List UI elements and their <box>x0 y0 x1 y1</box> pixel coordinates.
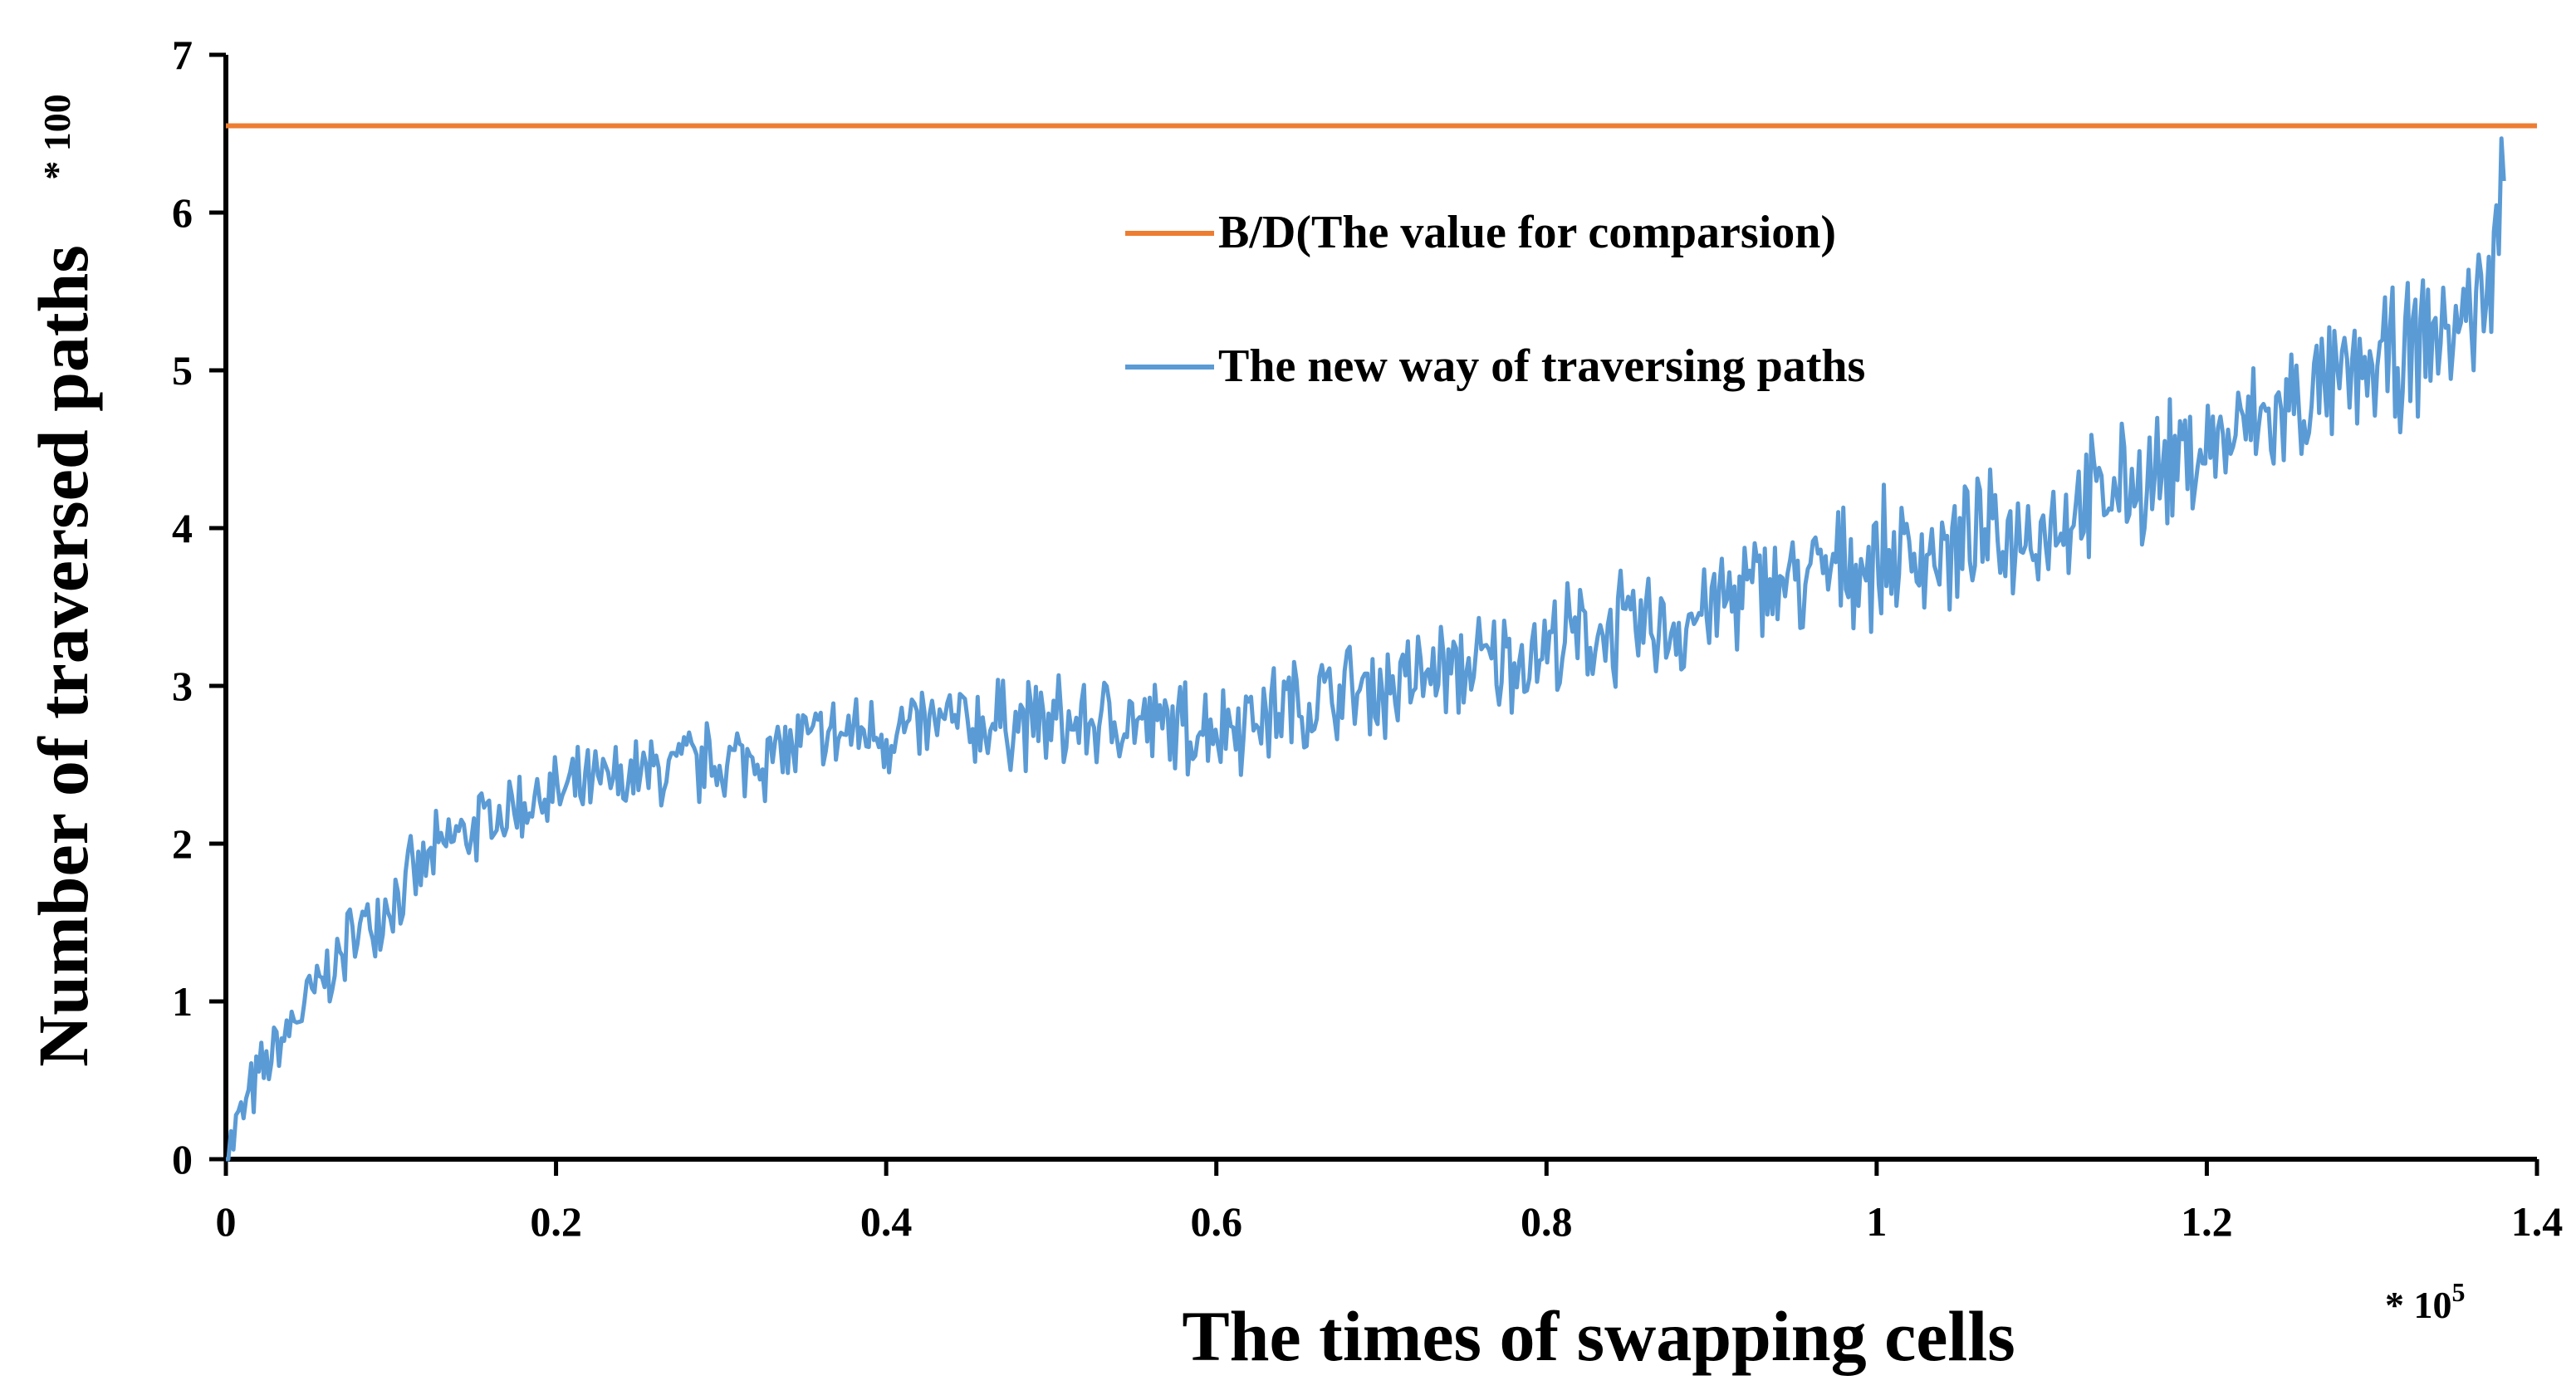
y-tick-label: 5 <box>172 347 193 394</box>
legend-label-bd: B/D(The value for comparsion) <box>1218 207 1836 258</box>
y-multiplier: * 100 <box>36 94 78 180</box>
x-tick-label: 1.2 <box>2181 1198 2233 1245</box>
x-tick-label: 1.4 <box>2511 1198 2564 1245</box>
y-tick-label: 3 <box>172 663 193 709</box>
series-layer <box>226 123 2537 1162</box>
x-tick-label: 0 <box>216 1198 237 1245</box>
y-ticks: 0 1 2 3 4 5 6 7 <box>172 32 226 1182</box>
legend-label-new-way: The new way of traversing paths <box>1218 340 1865 392</box>
y-tick-label: 1 <box>172 978 193 1025</box>
x-axis-title: The times of swapping cells <box>1182 1296 2015 1376</box>
legend: B/D(The value for comparsion) The new wa… <box>1125 207 1865 392</box>
x-tick-label: 1 <box>1866 1198 1887 1245</box>
y-tick-label: 6 <box>172 189 193 236</box>
x-ticks: 0 0.2 0.4 0.6 0.8 1 1.2 1.4 <box>216 1159 2564 1245</box>
series-line-new-way <box>226 136 2506 1162</box>
x-multiplier-prefix: * 10 <box>2385 1284 2452 1326</box>
y-tick-label: 7 <box>172 32 193 78</box>
x-tick-label: 0.2 <box>530 1198 582 1245</box>
x-tick-label: 0.6 <box>1190 1198 1242 1245</box>
x-tick-label: 0.8 <box>1521 1198 1573 1245</box>
y-tick-label: 2 <box>172 820 193 867</box>
x-tick-label: 0.4 <box>860 1198 913 1245</box>
y-axis-title: Number of traversed paths <box>23 245 103 1067</box>
x-multiplier-exponent: 5 <box>2452 1277 2466 1307</box>
y-tick-label: 4 <box>172 505 193 551</box>
y-tick-label: 0 <box>172 1136 193 1182</box>
x-multiplier: * 105 <box>2385 1277 2466 1326</box>
